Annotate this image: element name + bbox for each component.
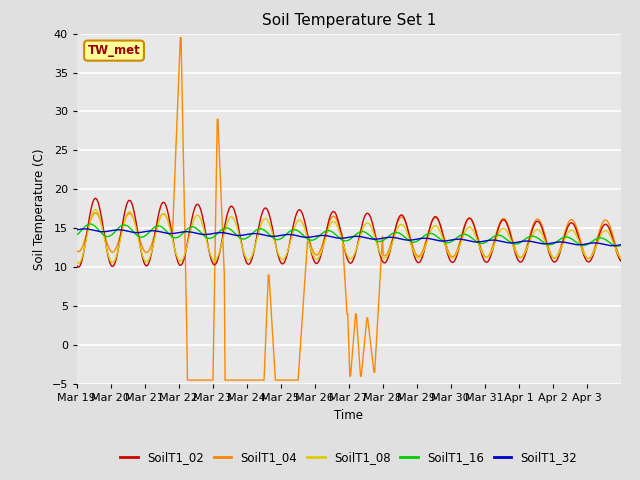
SoilT1_02 xyxy=(73,263,81,268)
SoilT1_32 xyxy=(81,226,88,232)
SoilT1_32 xyxy=(138,229,145,235)
SoilT1_08 xyxy=(437,230,445,236)
SoilT1_04 xyxy=(285,377,293,383)
SoilT1_16 xyxy=(264,231,272,237)
SoilT1_02 xyxy=(265,211,273,217)
SoilT1_16 xyxy=(613,243,621,249)
SoilT1_16 xyxy=(73,232,81,238)
SoilT1_08 xyxy=(265,220,273,226)
Line: SoilT1_32: SoilT1_32 xyxy=(77,229,621,246)
SoilT1_02 xyxy=(92,195,99,201)
SoilT1_04 xyxy=(184,377,191,383)
SoilT1_32 xyxy=(285,232,292,238)
SoilT1_32 xyxy=(406,237,413,243)
SoilT1_04 xyxy=(406,234,414,240)
Line: SoilT1_08: SoilT1_08 xyxy=(77,210,621,263)
Legend: SoilT1_02, SoilT1_04, SoilT1_08, SoilT1_16, SoilT1_32: SoilT1_02, SoilT1_04, SoilT1_08, SoilT1_… xyxy=(115,446,582,468)
Line: SoilT1_02: SoilT1_02 xyxy=(77,198,621,267)
SoilT1_16 xyxy=(138,234,145,240)
SoilT1_04 xyxy=(437,223,445,229)
SoilT1_04 xyxy=(238,377,246,383)
SoilT1_32 xyxy=(264,233,272,239)
SoilT1_02 xyxy=(138,252,146,258)
SoilT1_02 xyxy=(74,264,82,270)
SoilT1_08 xyxy=(238,244,246,250)
SoilT1_32 xyxy=(73,227,81,233)
SoilT1_08 xyxy=(73,259,81,265)
SoilT1_08 xyxy=(92,207,99,213)
SoilT1_04 xyxy=(73,248,81,253)
SoilT1_02 xyxy=(238,243,246,249)
SoilT1_32 xyxy=(617,242,625,248)
SoilT1_08 xyxy=(617,255,625,261)
SoilT1_32 xyxy=(436,238,444,244)
Line: SoilT1_16: SoilT1_16 xyxy=(77,224,621,246)
SoilT1_16 xyxy=(406,238,413,244)
SoilT1_08 xyxy=(74,260,82,266)
SoilT1_32 xyxy=(609,243,617,249)
Line: SoilT1_04: SoilT1_04 xyxy=(77,37,621,380)
SoilT1_32 xyxy=(237,232,245,238)
SoilT1_16 xyxy=(237,236,245,241)
SoilT1_04 xyxy=(177,35,184,40)
SoilT1_02 xyxy=(617,258,625,264)
SoilT1_08 xyxy=(285,242,293,248)
SoilT1_04 xyxy=(265,272,273,278)
Y-axis label: Soil Temperature (C): Soil Temperature (C) xyxy=(33,148,46,270)
SoilT1_04 xyxy=(137,239,145,245)
X-axis label: Time: Time xyxy=(334,408,364,421)
SoilT1_02 xyxy=(406,237,414,242)
SoilT1_16 xyxy=(617,242,625,248)
SoilT1_02 xyxy=(285,241,293,247)
SoilT1_16 xyxy=(285,229,292,235)
SoilT1_16 xyxy=(86,221,94,227)
Text: TW_met: TW_met xyxy=(88,44,140,57)
SoilT1_08 xyxy=(406,239,414,245)
SoilT1_16 xyxy=(436,236,444,242)
Title: Soil Temperature Set 1: Soil Temperature Set 1 xyxy=(262,13,436,28)
SoilT1_04 xyxy=(617,255,625,261)
SoilT1_02 xyxy=(437,224,445,229)
SoilT1_08 xyxy=(138,251,146,257)
